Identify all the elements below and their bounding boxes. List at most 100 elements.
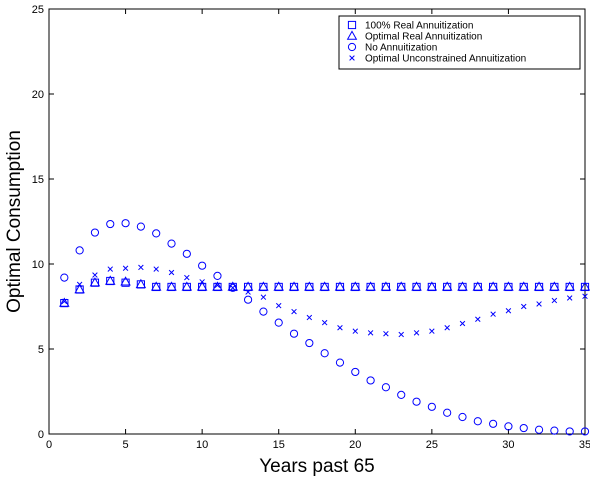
data-point-triangle (457, 281, 468, 291)
data-point-triangle (380, 281, 392, 291)
data-point-circle (335, 358, 345, 367)
data-point-circle (121, 219, 130, 228)
x-tick-label: 20 (349, 439, 361, 451)
data-point-circle (489, 419, 498, 428)
plot-area (48, 8, 586, 435)
x-tick-label: 10 (196, 439, 208, 451)
data-point-triangle (319, 281, 330, 291)
data-point-x (413, 330, 420, 336)
legend-marker-triangle (346, 30, 358, 40)
data-point-x (275, 302, 282, 309)
data-point-circle (243, 295, 253, 304)
data-point-circle (366, 376, 375, 385)
data-point-x (122, 265, 129, 272)
data-point-x (566, 295, 573, 301)
data-point-triangle (518, 281, 529, 291)
data-point-x (352, 328, 359, 334)
data-point-circle (289, 329, 299, 338)
data-point-triangle (487, 281, 499, 291)
data-point-circle (305, 338, 314, 348)
data-point-triangle (441, 281, 453, 291)
data-point-x (92, 272, 98, 278)
data-point-triangle (166, 281, 177, 291)
data-point-x (459, 320, 466, 327)
legend-marker-square (347, 20, 357, 30)
data-point-x (337, 324, 343, 331)
data-point-triangle (74, 283, 85, 294)
x-tick-label: 30 (502, 439, 514, 451)
data-point-x (383, 330, 389, 337)
data-point-x (520, 303, 527, 310)
data-point-x (61, 298, 68, 305)
data-point-triangle (549, 281, 560, 291)
data-point-triangle (579, 281, 590, 291)
data-point-circle (443, 408, 452, 417)
y-tick-label: 0 (38, 429, 44, 441)
data-point-triangle (472, 281, 484, 291)
legend-label: Optimal Unconstrained Annuitization (365, 54, 526, 65)
data-point-triangle (533, 281, 545, 291)
data-point-circle (458, 412, 467, 422)
y-tick-label: 10 (32, 259, 44, 271)
data-point-triangle (196, 281, 208, 291)
data-point-x (214, 282, 221, 289)
data-point-circle (519, 423, 528, 433)
x-axis-label: Years past 65 (259, 456, 375, 477)
legend-marker-x (349, 55, 355, 61)
data-point-triangle (105, 275, 116, 285)
x-tick-label: 5 (123, 439, 129, 451)
data-point-x (551, 297, 558, 304)
data-point-x (505, 307, 512, 314)
data-point-triangle (273, 281, 284, 291)
data-point-x (245, 289, 251, 295)
data-point-triangle (150, 281, 162, 291)
y-tick-label: 5 (38, 344, 44, 356)
data-point-circle (504, 422, 513, 431)
series-circle (60, 219, 590, 436)
legend-box (338, 15, 581, 70)
series-triangle (59, 275, 590, 307)
data-point-circle (167, 239, 176, 248)
data-point-triangle (564, 281, 575, 291)
data-point-triangle (304, 281, 315, 291)
data-point-circle (152, 229, 161, 238)
legend-label: No Annuitization (365, 43, 437, 54)
data-markers (59, 219, 590, 436)
series-x (61, 264, 588, 338)
legend-label: 100% Real Annuitization (365, 21, 473, 32)
data-point-triangle (395, 281, 407, 291)
data-point-x (398, 331, 404, 338)
data-point-circle (550, 426, 559, 435)
data-point-x (490, 311, 496, 317)
data-point-x (291, 308, 297, 315)
data-point-circle (198, 261, 207, 270)
data-point-circle (381, 383, 391, 392)
data-point-circle (412, 397, 421, 406)
data-point-triangle (426, 281, 438, 291)
data-point-x (153, 266, 159, 272)
data-point-circle (427, 402, 436, 411)
y-axis-label: Optimal Consumption (4, 130, 25, 313)
data-point-circle (182, 249, 191, 258)
data-point-circle (320, 349, 329, 358)
data-point-triangle (288, 281, 300, 291)
data-point-circle (106, 219, 115, 229)
data-point-circle (213, 271, 222, 280)
data-point-x (582, 293, 588, 300)
y-tick-label: 15 (32, 174, 44, 186)
data-point-x (475, 316, 481, 323)
data-point-triangle (503, 281, 514, 291)
x-tick-label: 15 (273, 439, 285, 451)
data-point-triangle (181, 281, 193, 291)
y-tick-label: 20 (32, 89, 44, 101)
data-point-circle (75, 246, 84, 255)
data-point-circle (580, 427, 590, 436)
data-point-triangle (212, 281, 223, 291)
data-point-x (444, 324, 450, 331)
data-point-triangle (411, 281, 422, 291)
y-tick-label: 25 (32, 4, 44, 16)
data-point-x (199, 279, 205, 285)
legend-marker-circle (347, 42, 357, 52)
